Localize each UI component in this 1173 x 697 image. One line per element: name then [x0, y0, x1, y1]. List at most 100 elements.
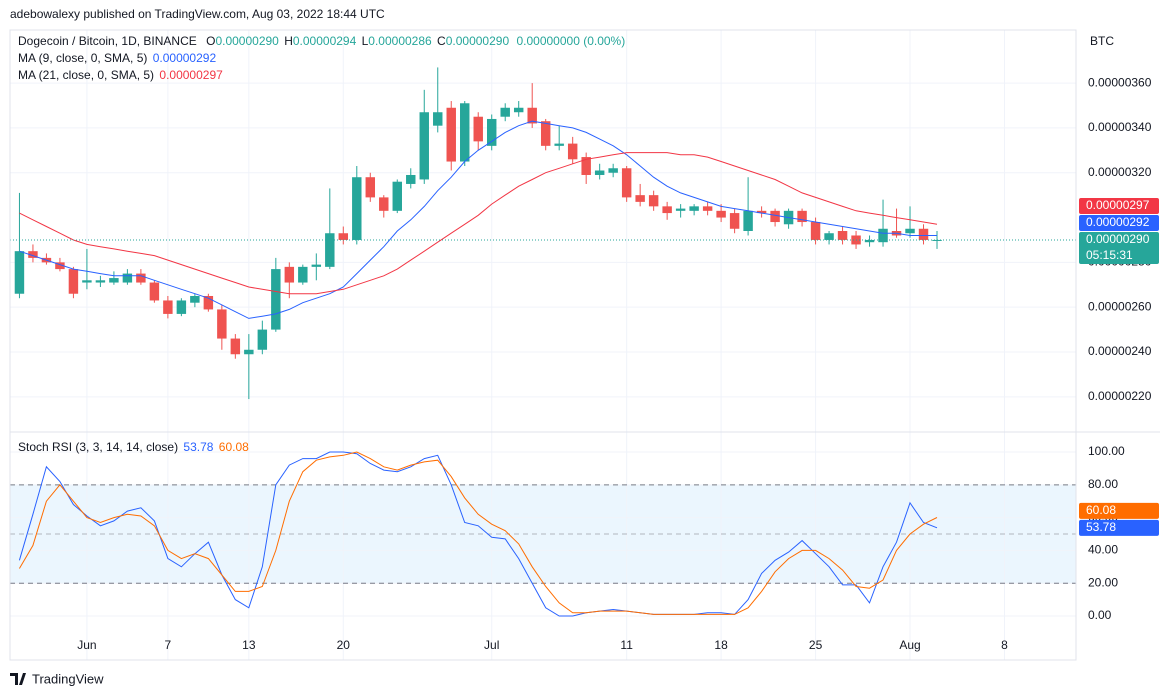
- candle-body: [14, 251, 25, 294]
- x-tick-label: Jun: [77, 638, 96, 652]
- price-badge: [1079, 197, 1159, 214]
- price-badge-label: 05:15:31: [1086, 248, 1133, 262]
- candle-body: [365, 177, 376, 198]
- ma-legend: MA (9, close, 0, SMA, 5) 0.00000292: [18, 51, 216, 65]
- stoch-line: [18, 451, 938, 615]
- x-tick-label: 25: [809, 638, 823, 652]
- ohlc-key: H: [284, 34, 293, 48]
- candle-body: [338, 233, 349, 240]
- candle-body: [540, 121, 551, 146]
- candle-body: [163, 300, 173, 314]
- candle-body: [284, 266, 295, 283]
- candle-body: [109, 278, 119, 283]
- price-badge-label: 60.08: [1086, 503, 1116, 517]
- candle-body: [878, 228, 888, 243]
- candle-body: [446, 107, 456, 162]
- candle-body: [837, 231, 848, 240]
- candle-body: [460, 103, 470, 162]
- price-badge: [1079, 214, 1159, 231]
- candle-body: [729, 213, 740, 229]
- symbol: Dogecoin / Bitcoin, 1D, BINANCE: [18, 34, 197, 48]
- candle-body: [433, 112, 443, 126]
- candle-body: [500, 107, 510, 117]
- ohlc-value: 0.00000294: [293, 34, 357, 48]
- candle-body: [122, 273, 133, 283]
- ma-legend: MA (21, close, 0, SMA, 5) 0.00000297: [18, 68, 223, 82]
- price-badge: [1079, 502, 1159, 519]
- y-tick-label: 0.00000360: [1088, 75, 1152, 89]
- candle-body: [567, 143, 578, 160]
- footer-brand: TradingView: [32, 671, 104, 686]
- x-tick-label: 18: [714, 638, 728, 652]
- price-legend: Dogecoin / Bitcoin, 1D, BINANCE O0.00000…: [18, 34, 625, 48]
- y-tick-label: 0.00: [1088, 608, 1112, 622]
- candle-body: [217, 309, 227, 339]
- ma-name: MA (21, close, 0, SMA, 5): [18, 68, 154, 82]
- ma-value: 0.00000297: [159, 68, 223, 82]
- x-tick-label: 7: [165, 638, 172, 652]
- candle-body: [621, 168, 632, 198]
- price-badge-label: 0.00000297: [1086, 198, 1150, 212]
- candle-body: [406, 174, 416, 184]
- y-tick-label: 20.00: [1088, 575, 1118, 589]
- price-badge-label: 0.00000290: [1086, 232, 1150, 246]
- candle-body: [95, 280, 106, 283]
- candle-body: [136, 273, 146, 283]
- ohlc-value: 0.00000290: [446, 34, 510, 48]
- candle-body: [176, 300, 187, 314]
- candle-body: [743, 210, 753, 231]
- candle-body: [689, 206, 699, 211]
- ohlc-key: C: [437, 34, 446, 48]
- x-tick-label: 20: [337, 638, 351, 652]
- candle-body: [648, 195, 659, 207]
- candle-body: [513, 107, 524, 113]
- x-tick-label: Jul: [484, 638, 499, 652]
- ohlc-value: 0.00000286: [368, 34, 432, 48]
- y-tick-label: 0.00000340: [1088, 120, 1152, 134]
- ma-name: MA (9, close, 0, SMA, 5): [18, 51, 147, 65]
- x-tick-label: 11: [620, 638, 633, 652]
- candle-body: [770, 210, 780, 223]
- badge-layer: 0.00000290 05:15:31 0.00000292 0.00000297 53…: [1079, 197, 1159, 536]
- candle-body: [230, 338, 241, 355]
- candle-body: [608, 168, 618, 173]
- candle-body: [905, 228, 915, 234]
- y-tick-label: 40.00: [1088, 543, 1118, 557]
- ohlc-key: L: [362, 34, 369, 48]
- candle-body: [257, 329, 268, 350]
- x-tick-label: 13: [242, 638, 256, 652]
- candle-body: [28, 251, 38, 258]
- candle-body: [581, 157, 591, 175]
- y-tick-label: 0.00000320: [1088, 165, 1152, 179]
- y-tick-label: 0.00000260: [1088, 299, 1152, 313]
- candle-body: [473, 116, 483, 142]
- stoch-d-value: 60.08: [219, 440, 249, 454]
- x-tick-label: 8: [1001, 638, 1008, 652]
- candle-body: [352, 177, 362, 240]
- stoch-k-value: 53.78: [183, 440, 213, 454]
- ohlc-key: O: [206, 34, 215, 48]
- x-tick-label: Aug: [899, 638, 920, 652]
- candle-body: [675, 208, 686, 211]
- stoch-title: Stoch RSI (3, 3, 14, 14, close): [18, 440, 178, 454]
- candle-body: [797, 210, 807, 223]
- candle-body: [55, 262, 65, 270]
- price-badge-label: 53.78: [1086, 520, 1116, 534]
- chart-frame: [9, 29, 1077, 661]
- candle-body: [244, 349, 254, 355]
- candle-body: [149, 282, 160, 301]
- publish-header: adebowalexy published on TradingView.com…: [10, 7, 385, 21]
- candle-body: [325, 233, 335, 267]
- y-tick-label: 0.00000240: [1088, 344, 1152, 358]
- price-badge: [1079, 519, 1159, 536]
- candle-body: [271, 269, 281, 330]
- candle-body: [635, 195, 645, 202]
- candle-body: [864, 239, 875, 243]
- logo-icon: [10, 673, 26, 685]
- y-tick-label: 100.00: [1088, 444, 1125, 458]
- candle-body: [190, 295, 200, 303]
- ohlc-value: 0.00000290: [215, 34, 279, 48]
- candle-body: [810, 222, 821, 240]
- candle-body: [554, 143, 564, 146]
